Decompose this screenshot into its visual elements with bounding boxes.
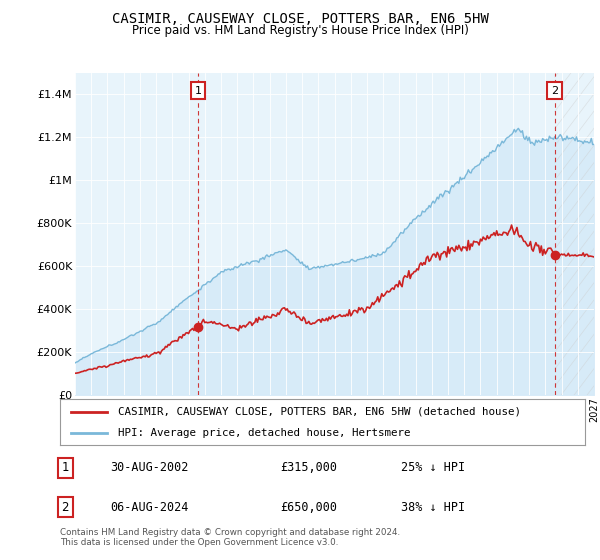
Text: 1: 1: [62, 461, 69, 474]
Text: CASIMIR, CAUSEWAY CLOSE, POTTERS BAR, EN6 5HW: CASIMIR, CAUSEWAY CLOSE, POTTERS BAR, EN…: [112, 12, 488, 26]
Text: HPI: Average price, detached house, Hertsmere: HPI: Average price, detached house, Hert…: [118, 428, 410, 438]
Text: £650,000: £650,000: [281, 501, 337, 514]
Text: 25% ↓ HPI: 25% ↓ HPI: [401, 461, 466, 474]
Text: 30-AUG-2002: 30-AUG-2002: [110, 461, 188, 474]
Text: £315,000: £315,000: [281, 461, 337, 474]
Text: CASIMIR, CAUSEWAY CLOSE, POTTERS BAR, EN6 5HW (detached house): CASIMIR, CAUSEWAY CLOSE, POTTERS BAR, EN…: [118, 407, 521, 417]
Text: Price paid vs. HM Land Registry's House Price Index (HPI): Price paid vs. HM Land Registry's House …: [131, 24, 469, 37]
Text: 06-AUG-2024: 06-AUG-2024: [110, 501, 188, 514]
Text: Contains HM Land Registry data © Crown copyright and database right 2024.
This d: Contains HM Land Registry data © Crown c…: [60, 528, 400, 547]
Text: 2: 2: [62, 501, 69, 514]
Text: 2: 2: [551, 86, 559, 96]
Text: 1: 1: [194, 86, 202, 96]
Text: 38% ↓ HPI: 38% ↓ HPI: [401, 501, 466, 514]
Bar: [555, 73, 594, 395]
